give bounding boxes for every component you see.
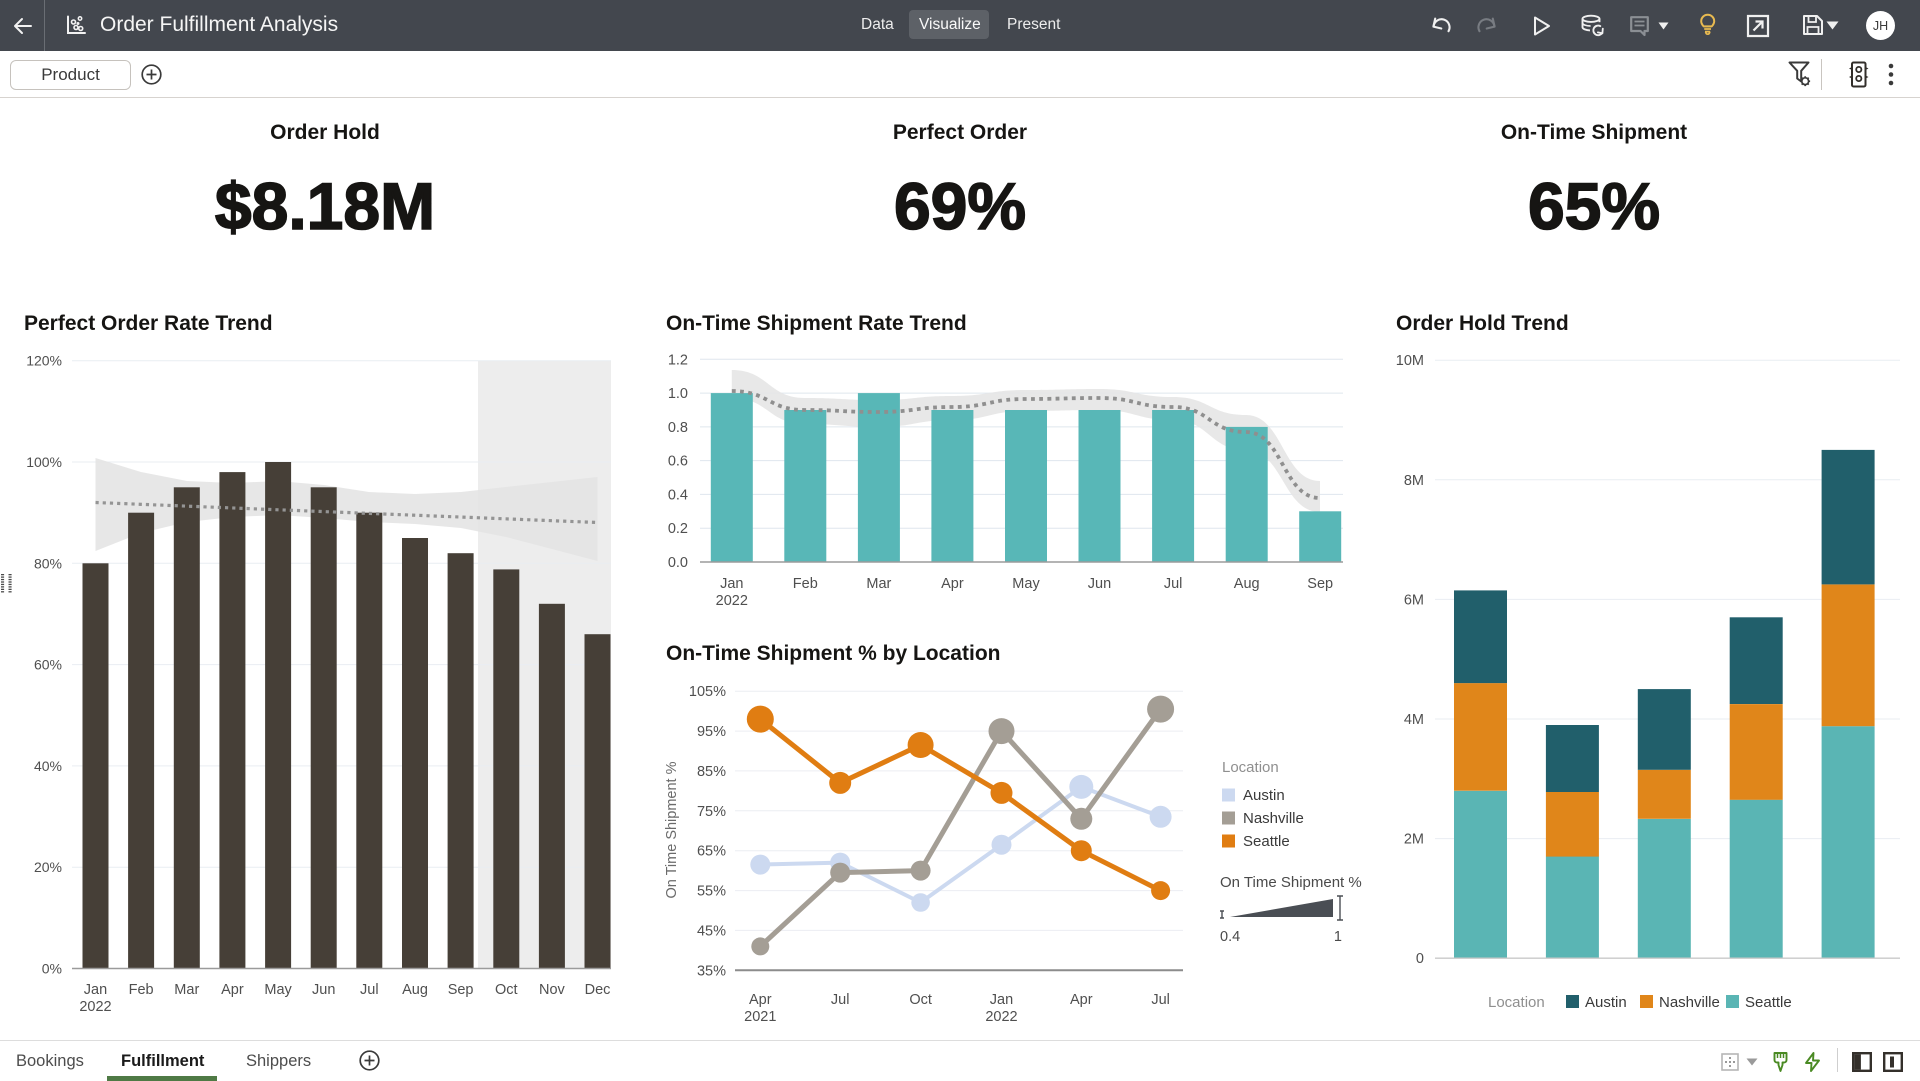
svg-text:Seattle: Seattle xyxy=(1745,994,1792,1011)
svg-text:Oct: Oct xyxy=(909,992,932,1008)
svg-text:80%: 80% xyxy=(34,555,62,571)
svg-text:2022: 2022 xyxy=(985,1009,1017,1025)
svg-text:6M: 6M xyxy=(1404,592,1424,608)
svg-text:Jul: Jul xyxy=(1151,992,1170,1008)
svg-text:May: May xyxy=(1012,576,1040,592)
svg-text:95%: 95% xyxy=(697,724,726,740)
svg-text:105%: 105% xyxy=(689,684,726,700)
svg-text:0.6: 0.6 xyxy=(668,454,688,470)
svg-text:Sep: Sep xyxy=(1307,576,1333,592)
svg-text:Location: Location xyxy=(1488,994,1545,1011)
svg-text:0.8: 0.8 xyxy=(668,420,688,436)
svg-text:75%: 75% xyxy=(697,804,726,820)
svg-text:0.2: 0.2 xyxy=(668,521,688,537)
svg-text:Jun: Jun xyxy=(312,982,335,998)
svg-text:2M: 2M xyxy=(1404,832,1424,848)
svg-text:Jun: Jun xyxy=(1088,576,1111,592)
svg-text:2022: 2022 xyxy=(716,593,748,609)
svg-text:1.2: 1.2 xyxy=(668,352,688,368)
svg-text:Apr: Apr xyxy=(221,982,244,998)
svg-text:Apr: Apr xyxy=(941,576,964,592)
svg-text:Apr: Apr xyxy=(749,992,772,1008)
svg-text:120%: 120% xyxy=(26,353,62,369)
svg-text:Location: Location xyxy=(1222,759,1279,776)
svg-text:20%: 20% xyxy=(34,859,62,875)
svg-text:Jan: Jan xyxy=(720,576,743,592)
svg-text:On Time Shipment %: On Time Shipment % xyxy=(664,761,680,898)
svg-text:40%: 40% xyxy=(34,758,62,774)
svg-text:Nashville: Nashville xyxy=(1659,994,1720,1011)
svg-text:55%: 55% xyxy=(697,884,726,900)
svg-text:35%: 35% xyxy=(697,963,726,979)
svg-text:May: May xyxy=(264,982,292,998)
svg-text:Feb: Feb xyxy=(793,576,818,592)
svg-text:0: 0 xyxy=(1416,951,1424,967)
svg-text:Apr: Apr xyxy=(1070,992,1093,1008)
svg-text:4M: 4M xyxy=(1404,712,1424,728)
svg-text:60%: 60% xyxy=(34,657,62,673)
svg-text:Mar: Mar xyxy=(866,576,891,592)
svg-text:8M: 8M xyxy=(1404,473,1424,489)
svg-text:100%: 100% xyxy=(26,454,62,470)
svg-text:1.0: 1.0 xyxy=(668,386,688,402)
svg-text:1: 1 xyxy=(1334,929,1342,945)
svg-text:45%: 45% xyxy=(697,923,726,939)
svg-text:Seattle: Seattle xyxy=(1243,833,1290,850)
svg-text:Jul: Jul xyxy=(1164,576,1183,592)
svg-text:0.4: 0.4 xyxy=(1220,929,1240,945)
svg-text:Aug: Aug xyxy=(1234,576,1260,592)
svg-text:On Time Shipment %: On Time Shipment % xyxy=(1220,874,1362,891)
svg-text:Mar: Mar xyxy=(174,982,199,998)
svg-text:10M: 10M xyxy=(1396,353,1424,369)
svg-text:Jul: Jul xyxy=(831,992,850,1008)
svg-text:Aug: Aug xyxy=(402,982,428,998)
svg-text:85%: 85% xyxy=(697,764,726,780)
svg-text:Feb: Feb xyxy=(129,982,154,998)
svg-text:0.4: 0.4 xyxy=(668,487,688,503)
svg-text:Nashville: Nashville xyxy=(1243,810,1304,827)
svg-text:Jan: Jan xyxy=(990,992,1013,1008)
svg-text:Oct: Oct xyxy=(495,982,518,998)
svg-text:0%: 0% xyxy=(42,961,62,977)
svg-text:2022: 2022 xyxy=(79,999,111,1015)
svg-text:2021: 2021 xyxy=(744,1009,776,1025)
svg-text:Austin: Austin xyxy=(1585,994,1627,1011)
svg-text:Austin: Austin xyxy=(1243,787,1285,804)
svg-text:Nov: Nov xyxy=(539,982,566,998)
svg-text:Sep: Sep xyxy=(448,982,474,998)
svg-text:Dec: Dec xyxy=(585,982,611,998)
svg-text:Jan: Jan xyxy=(84,982,107,998)
svg-text:0.0: 0.0 xyxy=(668,555,688,571)
svg-text:Jul: Jul xyxy=(360,982,379,998)
svg-text:65%: 65% xyxy=(697,844,726,860)
